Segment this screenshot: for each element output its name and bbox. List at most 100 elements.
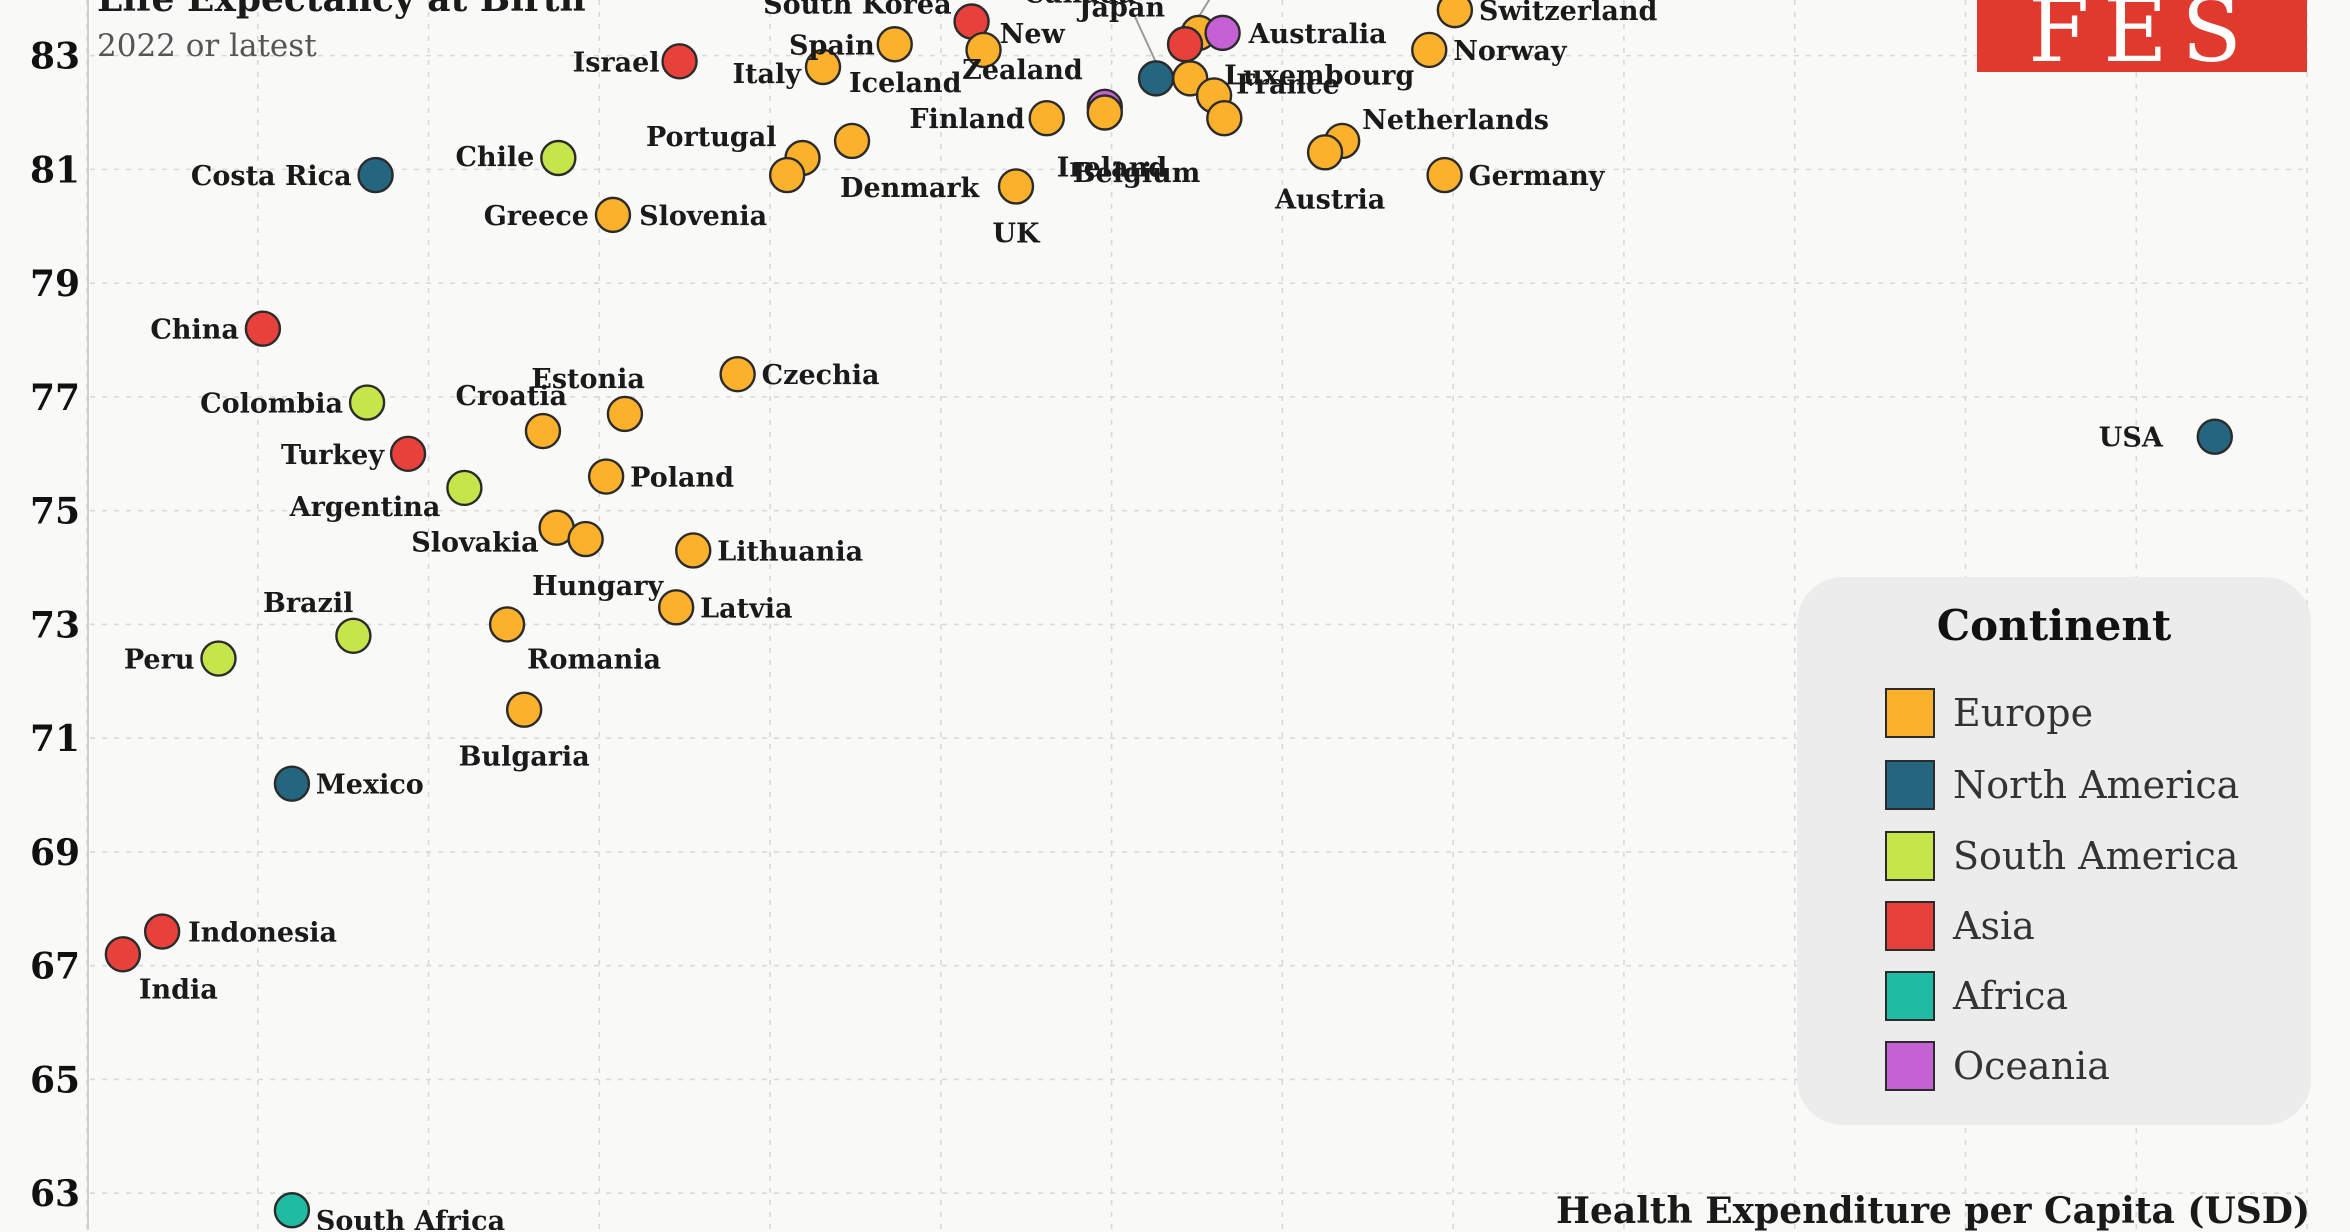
data-point-china <box>244 310 282 347</box>
data-point-czechia <box>719 355 756 393</box>
point-label: Hungary <box>532 571 664 602</box>
point-label: Brazil <box>263 588 353 619</box>
point-label: Switzerland <box>1479 0 1658 27</box>
data-point-usa <box>2196 418 2233 455</box>
point-label: Estonia <box>531 364 645 395</box>
data-point-poland <box>587 458 625 495</box>
data-point-denmark <box>833 122 871 160</box>
data-point-latvia <box>657 589 695 626</box>
point-label: Poland <box>630 463 734 494</box>
data-point-greece <box>594 196 632 234</box>
legend-title: Continent <box>1936 601 2172 650</box>
chart-subtitle: 2022 or latest <box>97 28 317 64</box>
legend-swatch <box>1885 901 1935 951</box>
data-point-turkey <box>389 435 427 472</box>
point-label: Lithuania <box>717 536 863 567</box>
y-tick-label: 71 <box>30 718 80 760</box>
y-tick-label: 69 <box>30 832 80 874</box>
data-point-norway <box>1411 31 1448 69</box>
point-label: UK <box>992 218 1041 249</box>
legend-swatch <box>1885 760 1935 810</box>
point-label: Costa Rica <box>191 161 352 192</box>
point-label: Zealand <box>962 55 1083 86</box>
point-label: Indonesia <box>188 918 337 949</box>
point-label: Colombia <box>200 389 343 420</box>
data-point-canada <box>1137 60 1175 97</box>
point-label: South Africa <box>316 1206 505 1230</box>
point-label: Belgium <box>1073 158 1201 189</box>
data-point-uk <box>997 168 1035 205</box>
point-label: Portugal <box>646 122 777 153</box>
legend-swatch <box>1885 688 1935 738</box>
y-tick-label: 83 <box>30 36 80 78</box>
data-point-ireland <box>1086 94 1123 131</box>
legend-label: Asia <box>1953 904 2035 948</box>
point-label: Canada <box>1024 0 1136 9</box>
point-label: Finland <box>909 104 1024 135</box>
legend-swatch <box>1885 831 1935 881</box>
point-label: India <box>139 974 218 1005</box>
legend-label: Africa <box>1953 974 2069 1018</box>
data-point-israel <box>661 43 698 80</box>
data-point-south-africa <box>273 1192 311 1229</box>
data-point-austria <box>1306 134 1344 171</box>
point-label: Australia <box>1248 19 1387 50</box>
legend-item-asia: Asia <box>1885 898 2035 954</box>
point-label: Bulgaria <box>459 742 590 773</box>
data-point-hungary <box>567 520 604 558</box>
legend-item-oceania: Oceania <box>1885 1038 2110 1094</box>
data-point-estonia <box>606 395 644 433</box>
chart-title: Life Expectancy at Birth <box>97 0 586 20</box>
point-label: Latvia <box>700 593 792 624</box>
legend-item-africa: Africa <box>1885 968 2068 1024</box>
leader-lines <box>1131 0 1211 63</box>
data-points <box>104 0 2233 1229</box>
data-point-colombia <box>348 384 386 421</box>
data-point-romania <box>488 606 526 643</box>
point-label: USA <box>2099 423 2164 454</box>
data-point-italy <box>804 48 842 86</box>
legend: Continent Europe North America South Ame… <box>1797 577 2311 1125</box>
point-label: France <box>1236 69 1340 100</box>
y-tick-label: 65 <box>30 1059 80 1101</box>
y-tick-label: 63 <box>30 1173 80 1215</box>
leader-line <box>1131 9 1157 63</box>
data-point-belgium <box>1206 99 1243 137</box>
point-label: Mexico <box>316 770 424 801</box>
y-tick-label: 79 <box>30 263 80 305</box>
legend-item-south-america: South America <box>1885 828 2238 884</box>
point-label: Netherlands <box>1362 105 1549 136</box>
point-label: Peru <box>124 645 195 676</box>
data-point-lithuania <box>675 532 712 569</box>
point-label: Slovakia <box>411 528 538 559</box>
x-axis-label: Health Expenditure per Capita (USD) <box>1555 1190 2310 1232</box>
data-point-switzerland <box>1436 0 1474 29</box>
data-point-australia <box>1204 14 1241 52</box>
point-label: Italy <box>732 59 802 90</box>
data-point-bulgaria <box>505 691 543 728</box>
leader-line <box>1197 0 1211 18</box>
legend-label: South America <box>1953 834 2239 878</box>
y-tick-label: 67 <box>30 946 80 988</box>
data-point-chile <box>540 139 577 177</box>
data-point-japan <box>1166 26 1204 63</box>
y-axis-ticks: 63 65 67 69 71 73 75 77 79 81 83 <box>30 36 80 1216</box>
data-point-india <box>104 936 142 973</box>
y-tick-label: 73 <box>30 604 80 646</box>
y-tick-label: 75 <box>30 491 80 533</box>
point-label: Germany <box>1469 161 1606 192</box>
fes-logo: FES <box>1977 0 2307 72</box>
point-label: South Korea <box>763 0 951 21</box>
data-point-costa-rica <box>357 156 394 194</box>
data-point-brazil <box>335 617 372 654</box>
point-label: Ireland <box>1057 153 1167 184</box>
data-point-slovenia <box>768 156 806 194</box>
data-point-iceland <box>965 31 1002 69</box>
y-tick-label: 77 <box>30 377 80 419</box>
legend-item-north-america: North America <box>1885 757 2239 813</box>
point-label: Croatia <box>456 381 567 412</box>
legend-label: Oceania <box>1953 1044 2110 1088</box>
data-point-indonesia <box>143 913 181 950</box>
